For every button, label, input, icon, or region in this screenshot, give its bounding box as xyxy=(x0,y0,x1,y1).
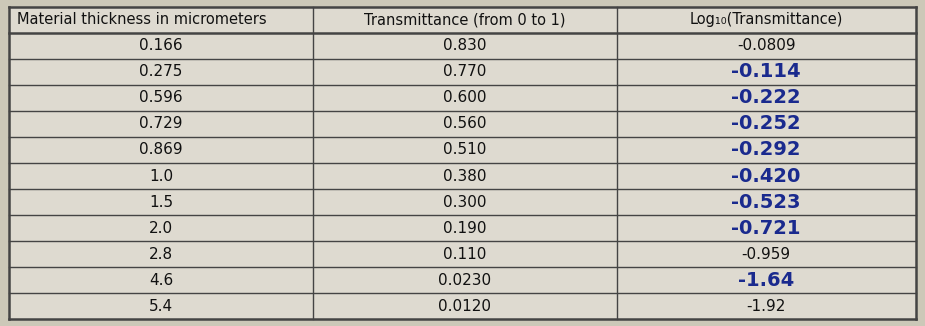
Bar xyxy=(9,215,313,241)
Text: -0.523: -0.523 xyxy=(732,193,801,212)
Bar xyxy=(9,267,313,293)
Bar xyxy=(313,7,617,33)
Bar xyxy=(9,59,313,85)
Text: 0.380: 0.380 xyxy=(443,169,487,184)
Bar xyxy=(617,33,916,59)
Bar xyxy=(9,85,313,111)
Text: -0.292: -0.292 xyxy=(732,141,801,159)
Bar xyxy=(313,59,617,85)
Bar xyxy=(313,163,617,189)
Bar xyxy=(9,7,313,33)
Text: 0.600: 0.600 xyxy=(443,90,487,105)
Text: -1.64: -1.64 xyxy=(738,271,795,290)
Bar xyxy=(9,189,313,215)
Bar xyxy=(617,241,916,267)
Text: -0.252: -0.252 xyxy=(732,114,801,133)
Bar xyxy=(9,111,313,137)
Bar xyxy=(617,7,916,33)
Text: -0.222: -0.222 xyxy=(732,88,801,107)
Text: Log₁₀(Transmittance): Log₁₀(Transmittance) xyxy=(689,12,843,27)
Bar xyxy=(617,189,916,215)
Bar xyxy=(313,267,617,293)
Text: 0.596: 0.596 xyxy=(140,90,183,105)
Bar xyxy=(617,163,916,189)
Bar xyxy=(313,293,617,319)
Bar xyxy=(313,189,617,215)
Text: 0.560: 0.560 xyxy=(443,116,487,131)
Bar xyxy=(617,85,916,111)
Text: 0.0230: 0.0230 xyxy=(438,273,491,288)
Bar xyxy=(313,33,617,59)
Bar xyxy=(313,111,617,137)
Bar xyxy=(313,85,617,111)
Bar xyxy=(9,241,313,267)
Bar xyxy=(617,111,916,137)
Text: 0.510: 0.510 xyxy=(443,142,487,157)
Text: 2.0: 2.0 xyxy=(149,221,173,236)
Text: 0.830: 0.830 xyxy=(443,38,487,53)
Bar xyxy=(9,33,313,59)
Text: 0.110: 0.110 xyxy=(443,247,487,262)
Bar xyxy=(9,163,313,189)
Bar xyxy=(617,215,916,241)
Bar xyxy=(9,137,313,163)
Bar xyxy=(313,241,617,267)
Bar xyxy=(313,215,617,241)
Text: -0.114: -0.114 xyxy=(732,62,801,81)
Text: 0.729: 0.729 xyxy=(140,116,183,131)
Text: -0.420: -0.420 xyxy=(732,167,801,185)
Text: 4.6: 4.6 xyxy=(149,273,173,288)
Text: -0.959: -0.959 xyxy=(742,247,791,262)
Text: 0.770: 0.770 xyxy=(443,64,487,79)
Bar xyxy=(617,267,916,293)
Bar xyxy=(313,137,617,163)
Text: -1.92: -1.92 xyxy=(746,299,786,314)
Text: 0.190: 0.190 xyxy=(443,221,487,236)
Text: 0.869: 0.869 xyxy=(140,142,183,157)
Text: Material thickness in micrometers: Material thickness in micrometers xyxy=(17,12,266,27)
Bar xyxy=(617,59,916,85)
Text: 1.5: 1.5 xyxy=(149,195,173,210)
Bar xyxy=(617,293,916,319)
Text: Transmittance (from 0 to 1): Transmittance (from 0 to 1) xyxy=(364,12,565,27)
Text: 0.275: 0.275 xyxy=(140,64,183,79)
Text: 1.0: 1.0 xyxy=(149,169,173,184)
Text: 0.166: 0.166 xyxy=(140,38,183,53)
Text: 5.4: 5.4 xyxy=(149,299,173,314)
Bar xyxy=(9,293,313,319)
Text: 2.8: 2.8 xyxy=(149,247,173,262)
Text: 0.300: 0.300 xyxy=(443,195,487,210)
Bar xyxy=(617,137,916,163)
Text: -0.0809: -0.0809 xyxy=(737,38,796,53)
Text: -0.721: -0.721 xyxy=(732,219,801,238)
Text: 0.0120: 0.0120 xyxy=(438,299,491,314)
